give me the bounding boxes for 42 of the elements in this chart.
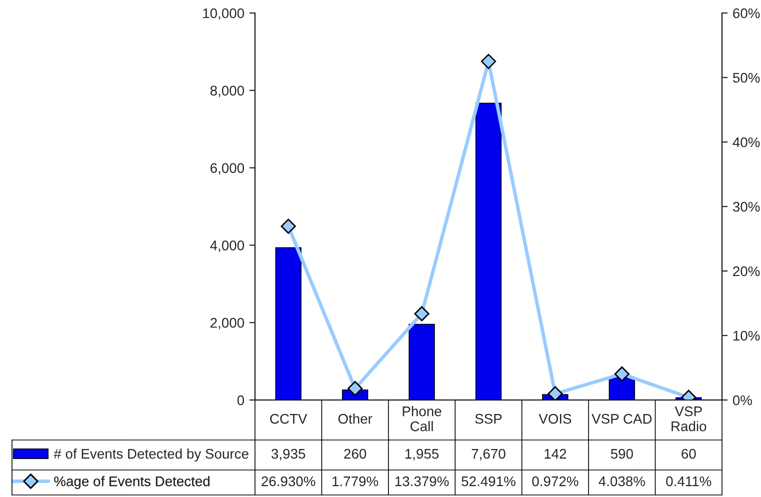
y-tick-label: 8,000 bbox=[210, 86, 244, 98]
legend-label: %age of Events Detected bbox=[54, 476, 210, 489]
point bbox=[348, 380, 363, 396]
point bbox=[414, 306, 430, 322]
data-label: 13.379% bbox=[395, 476, 449, 486]
x-tick-label: CCTV bbox=[270, 414, 308, 424]
data-label: 52.491% bbox=[462, 476, 516, 486]
y2-tick-label: 20% bbox=[733, 266, 760, 276]
y2-tick-label: 50% bbox=[732, 72, 760, 83]
y-tick-label: 2,000 bbox=[210, 318, 244, 330]
x-tick-label: VSP CAD bbox=[592, 414, 652, 424]
data-label: 4.038% bbox=[598, 476, 645, 486]
data-label: 142 bbox=[544, 448, 566, 459]
x-tick-label: Other bbox=[338, 414, 372, 424]
point bbox=[480, 54, 496, 70]
x-tick-label: SSP bbox=[475, 414, 502, 424]
x-tick-label: VOIS bbox=[538, 414, 572, 424]
y-tick-label: 10,000 bbox=[203, 8, 244, 20]
x-tick-label: Phone Call bbox=[402, 406, 442, 432]
legend-label: # of Events Detected by Source bbox=[54, 448, 248, 462]
y-tick-label: 4,000 bbox=[210, 240, 244, 252]
y-tick-label: 0 bbox=[237, 395, 244, 406]
data-label: 7,670 bbox=[472, 448, 506, 460]
data-label: 3,935 bbox=[272, 448, 306, 460]
data-label: 590 bbox=[610, 448, 633, 459]
y-tick-label: 6,000 bbox=[210, 163, 244, 175]
data-label: 60 bbox=[682, 448, 696, 459]
point bbox=[280, 218, 296, 234]
data-label: 260 bbox=[344, 448, 366, 459]
data-label: 1.779% bbox=[332, 476, 378, 486]
data-label: 26.930% bbox=[262, 476, 316, 486]
data-label: 1,955 bbox=[405, 448, 439, 460]
data-label: 0.411% bbox=[666, 476, 712, 486]
x-tick-label: VSP Radio bbox=[672, 406, 706, 432]
y2-tick-label: 10% bbox=[733, 330, 760, 341]
point bbox=[614, 366, 630, 382]
data-label: 0.972% bbox=[532, 476, 578, 486]
point bbox=[548, 386, 563, 400]
y2-tick-label: 0% bbox=[732, 395, 752, 406]
y2-tick-label: 40% bbox=[732, 137, 760, 148]
y2-tick-label: 60% bbox=[733, 8, 760, 18]
y2-tick-label: 30% bbox=[732, 202, 760, 212]
